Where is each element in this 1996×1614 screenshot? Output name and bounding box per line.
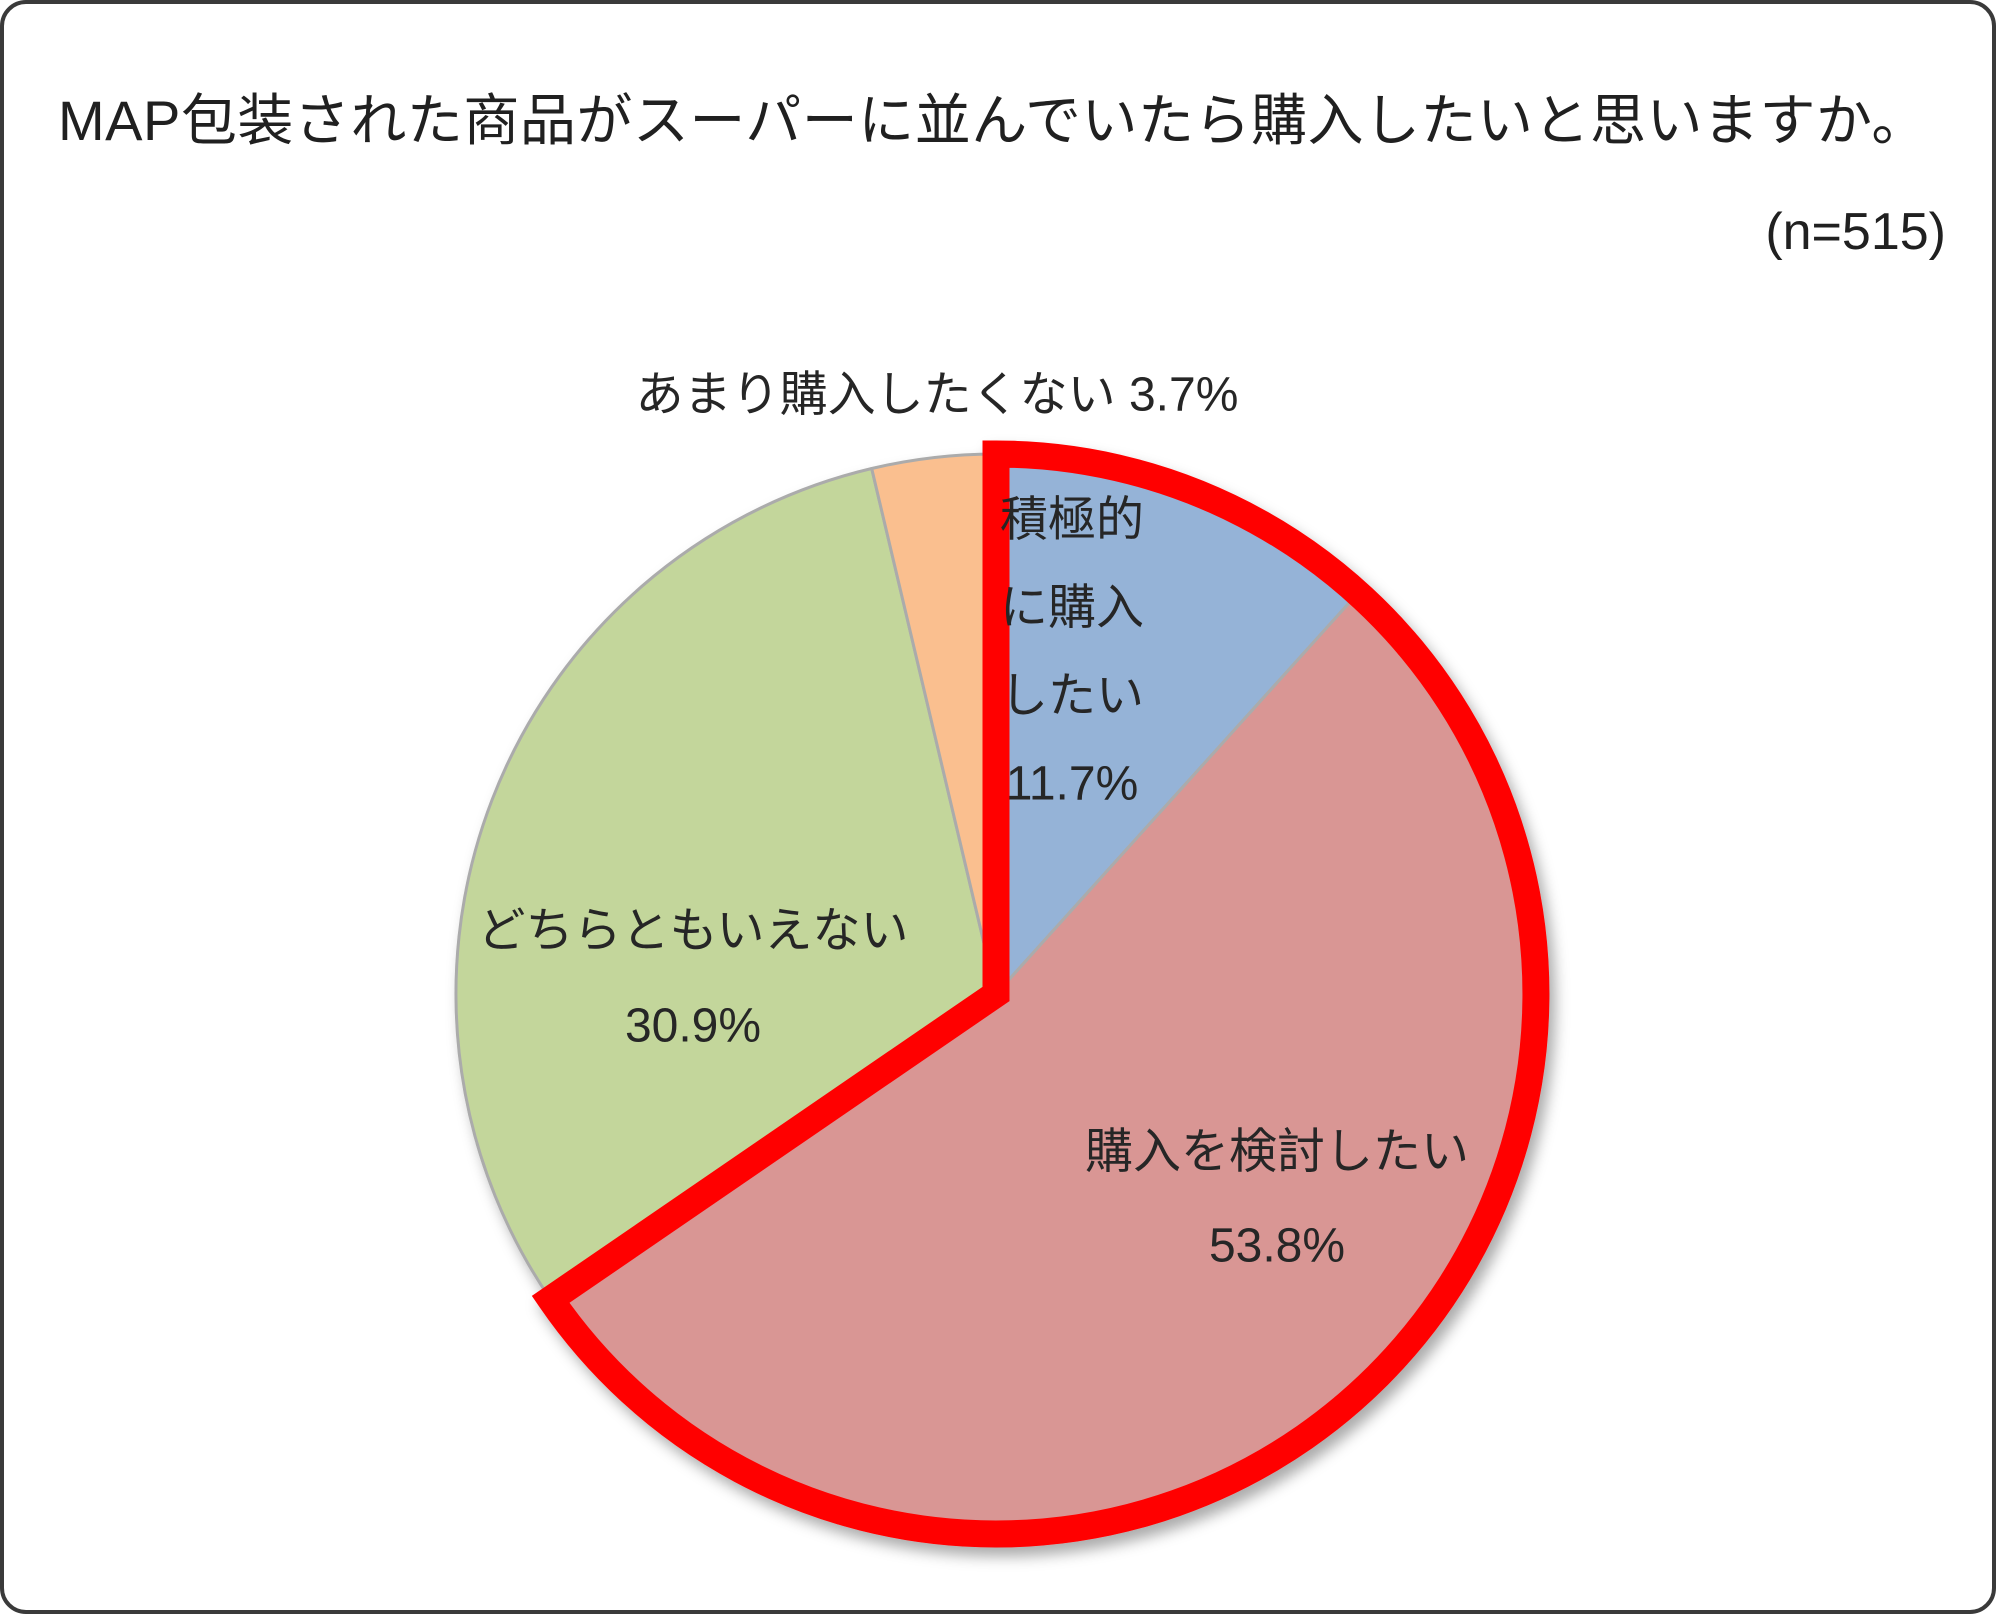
label-consider-buying-value: 53.8%: [1209, 1220, 1345, 1273]
slice-neither: [454, 467, 998, 1301]
chart-title: MAP包装された商品がスーパーに並んでいたら購入したいと思いますか。: [58, 89, 1928, 152]
label-actively-want-to-buy-line-2: したい: [1000, 670, 1144, 723]
label-actively-want-to-buy-line-3: 11.7%: [1006, 758, 1139, 811]
label-neither-value: 30.9%: [625, 1000, 761, 1053]
label-neither-text: どちらともいえない: [477, 905, 908, 958]
label-consider-buying-text: 購入を検討したい: [1085, 1126, 1469, 1179]
highlight-outline: [531, 440, 1550, 1548]
label-actively-want-to-buy-line-1: に購入: [1000, 582, 1144, 635]
label-actively-want-to-buy-line-0: 積極的: [1000, 494, 1144, 547]
label-not-really-want-to-buy-text: あまり購入したくない 3.7%: [636, 369, 1239, 422]
sample-size-label: (n=515): [1765, 203, 1946, 261]
